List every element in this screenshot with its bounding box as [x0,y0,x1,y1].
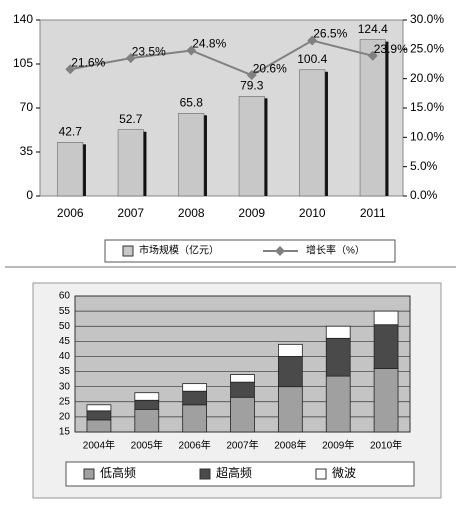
y-tick-label: 55 [59,306,71,317]
x-tick-label: 2007年 [226,439,258,452]
data-label: 21.6% [71,55,105,69]
bar-segment [325,337,351,377]
legend-label: 增长率（%） [306,244,365,257]
bar-segment [373,324,399,369]
bar [117,129,144,197]
bar-segment [134,408,160,433]
data-label: 52.7 [119,112,143,126]
legend-label: 超高频 [216,465,252,480]
x-tick-label: 2010 [299,206,326,220]
marker [186,45,197,56]
bar [359,39,386,197]
x-tick-label: 2005年 [131,439,163,452]
bar-segment [182,404,208,433]
y-tick-label: 20 [59,412,71,423]
x-tick-label: 2008 [178,206,205,220]
y-tick-label: 15 [59,427,71,438]
legend-marker [275,246,285,256]
line [70,39,373,77]
bar-segment [373,310,399,326]
legend-label: 微波 [332,466,356,480]
y2-tick-label: 5.0% [410,159,438,173]
bar-segment [277,386,303,433]
x-tick-label: 2009年 [322,439,354,452]
y2-tick-label: 30.0% [410,12,444,26]
x-tick-label: 2006 [57,206,84,220]
y-tick-label: 50 [59,321,71,332]
bar-segment [182,383,208,392]
y2-tick-label: 10.0% [410,130,444,144]
marker [125,53,136,64]
legend-swatch [83,468,95,480]
y-tick-label: 35 [20,144,34,158]
bar-segment [277,343,303,357]
bar-segment [134,392,160,401]
y2-tick-label: 25.0% [410,42,444,56]
legend-swatch [122,245,134,257]
bar-segment [86,410,112,421]
y2-tick-label: 0.0% [410,188,438,202]
x-tick-label: 2008年 [274,439,306,452]
y-tick-label: 140 [13,12,33,26]
y-tick-label: 30 [59,381,71,392]
data-label: 23.9% [374,42,408,56]
data-label: 24.8% [192,37,226,51]
y-tick-label: 60 [59,291,71,302]
legend-swatch [315,468,327,480]
bar-segment [373,368,399,433]
y-tick-label: 25 [59,396,71,407]
data-label: 79.3 [240,78,264,92]
bar-segment [182,390,208,406]
y-tick-label: 0 [26,188,33,202]
plot-area [39,19,404,197]
bar-segment [230,381,255,398]
y-tick-label: 35 [59,366,71,377]
y-tick-label: 70 [20,100,34,114]
bar-segment [230,374,255,383]
x-tick-label: 2004年 [83,439,115,452]
legend-swatch [199,468,211,480]
y-tick-label: 45 [59,336,71,347]
bar-segment [325,375,351,433]
bar-segment [230,396,255,433]
legend-box [104,239,396,263]
data-label: 65.8 [180,95,204,109]
data-label: 26.5% [313,27,347,41]
x-tick-label: 2009 [238,206,265,220]
y2-tick-label: 20.0% [410,71,444,85]
data-label: 124.4 [358,22,388,36]
legend-box [65,461,415,487]
y-tick-label: 40 [59,351,71,362]
x-tick-label: 2007 [117,206,144,220]
marker [246,70,257,81]
marker [65,64,76,75]
legend-label: 低高频 [100,465,136,480]
bar [57,142,84,197]
x-tick-label: 2006年 [179,439,211,452]
bar [238,96,265,197]
x-tick-label: 2011 [360,206,386,220]
bar-segment [325,325,351,339]
bar-segment [277,356,303,388]
data-label: 20.6% [253,61,287,75]
y2-tick-label: 15.0% [410,100,444,114]
x-tick-label: 2010年 [370,439,402,452]
y-tick-label: 105 [13,56,33,70]
data-label: 23.5% [132,44,166,58]
bar [299,69,326,197]
marker [367,50,378,61]
legend-label: 市场规模（亿元） [139,244,219,257]
bar [178,113,205,197]
data-label: 100.4 [297,52,327,66]
data-label: 42.7 [59,124,83,138]
marker [307,35,318,46]
bar-segment [86,419,112,433]
bar-segment [86,404,112,412]
bar-segment [134,399,160,410]
